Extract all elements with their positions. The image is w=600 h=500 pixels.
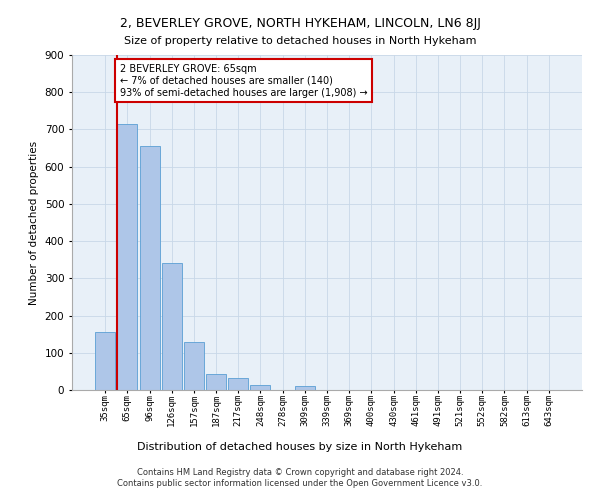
Bar [118, 124, 137, 390]
Y-axis label: Number of detached properties: Number of detached properties [29, 140, 39, 304]
Text: Size of property relative to detached houses in North Hykeham: Size of property relative to detached ho… [124, 36, 476, 46]
Text: 2 BEVERLEY GROVE: 65sqm
← 7% of detached houses are smaller (140)
93% of semi-de: 2 BEVERLEY GROVE: 65sqm ← 7% of detached… [119, 64, 367, 98]
Text: Distribution of detached houses by size in North Hykeham: Distribution of detached houses by size … [137, 442, 463, 452]
Bar [162, 262, 182, 390]
Bar [95, 332, 115, 390]
Bar [184, 342, 204, 390]
Text: Contains HM Land Registry data © Crown copyright and database right 2024.
Contai: Contains HM Land Registry data © Crown c… [118, 468, 482, 487]
Bar [140, 146, 160, 390]
Bar [228, 378, 248, 390]
Bar [250, 385, 271, 390]
Text: 2, BEVERLEY GROVE, NORTH HYKEHAM, LINCOLN, LN6 8JJ: 2, BEVERLEY GROVE, NORTH HYKEHAM, LINCOL… [119, 18, 481, 30]
Bar [206, 374, 226, 390]
Bar [295, 386, 315, 390]
